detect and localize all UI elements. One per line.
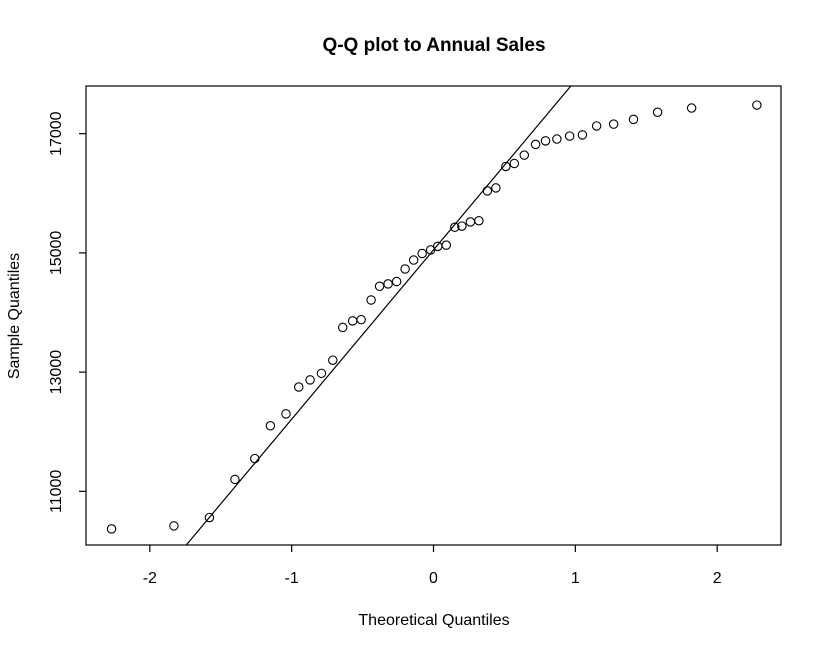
- x-axis: -2 -1 0 1 2: [143, 545, 722, 587]
- data-point: [265, 421, 276, 431]
- y-tick-label: 17000: [48, 111, 65, 156]
- data-point: [250, 453, 260, 464]
- data-point: [356, 314, 366, 325]
- data-point: [530, 139, 541, 150]
- data-point: [383, 279, 393, 289]
- data-point: [564, 131, 575, 141]
- y-tick-label: 13000: [48, 350, 65, 395]
- data-point: [337, 322, 348, 333]
- y-axis-label: Sample Quantiles: [6, 253, 23, 379]
- data-point: [457, 221, 467, 231]
- data-point: [366, 295, 376, 305]
- data-point: [474, 215, 484, 226]
- data-point: [509, 158, 520, 169]
- data-point: [482, 186, 493, 196]
- data-point: [465, 217, 476, 227]
- data-point: [591, 121, 602, 131]
- x-tick-label: 1: [571, 570, 580, 587]
- x-tick-label: -1: [285, 570, 299, 587]
- data-point: [552, 134, 562, 144]
- data-point: [501, 161, 511, 172]
- qq-reference-line: [185, 86, 572, 545]
- y-axis: 11000 13000 15000 17000: [48, 111, 86, 513]
- x-tick-label: 2: [713, 570, 722, 587]
- data-points: [106, 100, 762, 534]
- x-axis-label: Theoretical Quantiles: [358, 612, 509, 629]
- reference-line-group: [185, 86, 572, 545]
- data-point: [400, 264, 410, 274]
- data-point: [204, 512, 215, 523]
- data-point: [441, 240, 452, 250]
- data-point: [408, 255, 419, 265]
- data-point: [391, 276, 402, 287]
- data-point: [628, 114, 639, 125]
- data-point: [328, 355, 338, 365]
- data-point: [305, 375, 315, 385]
- data-point: [752, 100, 762, 110]
- data-point: [652, 107, 663, 117]
- data-point: [106, 524, 117, 534]
- data-point: [294, 382, 304, 392]
- data-point: [519, 150, 530, 160]
- data-point: [433, 241, 443, 252]
- data-point: [374, 281, 385, 292]
- data-point: [347, 316, 358, 326]
- data-point: [450, 222, 460, 233]
- data-point: [686, 103, 697, 113]
- y-tick-label: 15000: [48, 231, 65, 276]
- x-tick-label: -2: [143, 570, 157, 587]
- y-tick-label: 11000: [48, 470, 65, 513]
- data-point: [316, 368, 327, 379]
- x-tick-label: 0: [429, 570, 438, 587]
- data-point: [417, 248, 427, 259]
- data-point: [169, 521, 179, 531]
- data-point: [577, 130, 588, 140]
- data-point: [281, 409, 291, 419]
- chart-title: Q-Q plot to Annual Sales: [322, 35, 545, 56]
- data-point: [491, 183, 501, 193]
- plot-frame: [85, 85, 782, 546]
- data-point: [230, 474, 240, 485]
- data-point: [540, 136, 551, 146]
- data-point: [608, 119, 619, 129]
